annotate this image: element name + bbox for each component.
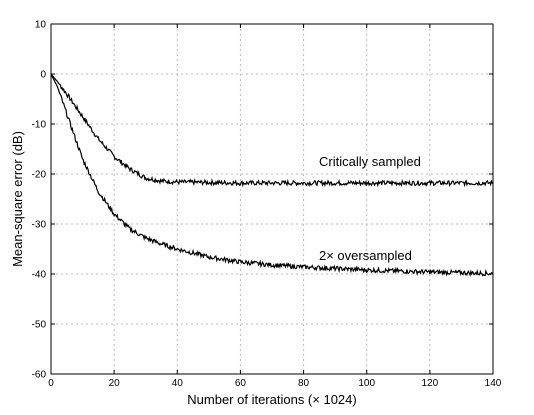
y-tick-label: 0 xyxy=(40,70,46,81)
series-line-critically-sampled xyxy=(50,73,494,188)
series-line-2-oversampled xyxy=(50,73,494,278)
grid xyxy=(51,24,493,374)
plot-frame xyxy=(50,23,494,375)
y-tick-label: -40 xyxy=(32,270,47,281)
x-tick-label: 80 xyxy=(298,378,310,389)
x-tick-label: 60 xyxy=(235,378,247,389)
annotation-critically-sampled: Critically sampled xyxy=(319,154,421,169)
y-tick-label: -20 xyxy=(32,170,47,181)
x-axis-label: Number of iterations (× 1024) xyxy=(187,392,356,407)
y-tick-label: -10 xyxy=(32,120,47,131)
x-tick-label: 20 xyxy=(109,378,121,389)
y-axis-label: Mean-square error (dB) xyxy=(10,131,25,267)
x-tick-label: 120 xyxy=(422,378,439,389)
y-tick-label: -50 xyxy=(32,320,47,331)
y-tick-label: -30 xyxy=(32,220,47,231)
y-tick-label: -60 xyxy=(32,370,47,381)
x-tick-label: 100 xyxy=(358,378,375,389)
y-tick-label: 10 xyxy=(35,20,47,31)
x-tick-label: 140 xyxy=(485,378,502,389)
annotation-2x-oversampled: 2× oversampled xyxy=(319,248,412,263)
x-tick-label: 0 xyxy=(48,378,54,389)
series-layer xyxy=(50,73,494,278)
x-tick-label: 40 xyxy=(172,378,184,389)
